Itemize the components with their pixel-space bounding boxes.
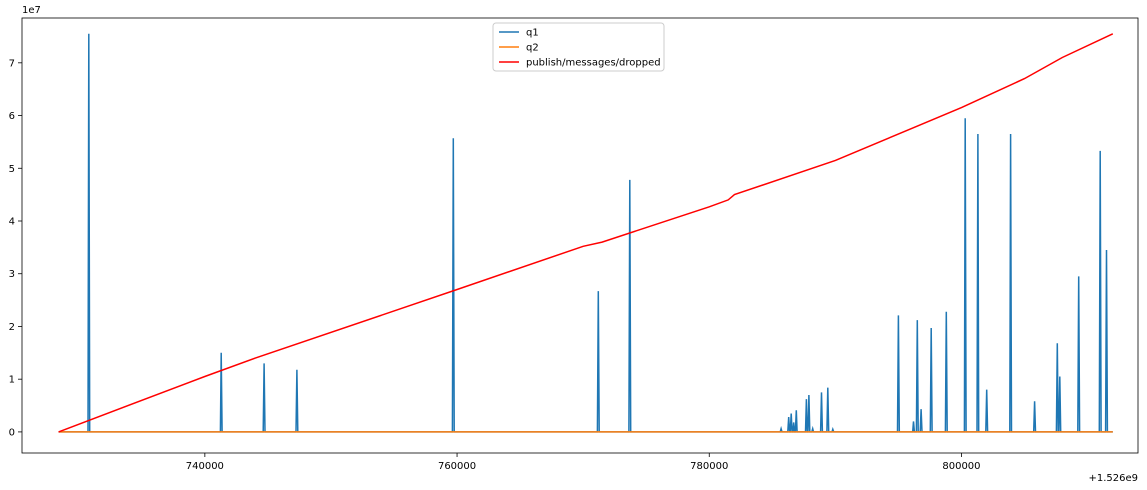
x-tick-label: 780000 <box>690 461 728 472</box>
y-tick-label: 6 <box>9 111 15 122</box>
plot-frame <box>21 17 1139 454</box>
legend-label: publish/messages/dropped <box>526 58 661 69</box>
legend-label: q1 <box>526 28 539 39</box>
y-tick-label: 4 <box>9 217 15 228</box>
axes: 740000 760000 780000 800000 0 1 2 3 4 5 6 7 <box>9 58 981 472</box>
legend: q1 q2 publish/messages/dropped <box>492 22 665 72</box>
series-dropped-line <box>58 33 1114 433</box>
x-tick-label: 760000 <box>438 461 476 472</box>
x-tick-label: 740000 <box>186 461 224 472</box>
legend-label: q2 <box>526 43 539 54</box>
y-tick-label: 3 <box>9 269 15 280</box>
y-tick-label: 1 <box>9 375 15 386</box>
y-scale-label: 1e7 <box>22 5 41 16</box>
legend-box <box>492 22 665 72</box>
y-tick-label: 2 <box>9 322 15 333</box>
y-tick-label: 0 <box>9 427 15 438</box>
y-tick-label: 7 <box>9 58 15 69</box>
plot-content <box>58 33 1114 433</box>
x-tick-label: 800000 <box>942 461 980 472</box>
y-tick-label: 5 <box>9 164 15 175</box>
x-offset-label: +1.526e9 <box>1088 473 1138 484</box>
